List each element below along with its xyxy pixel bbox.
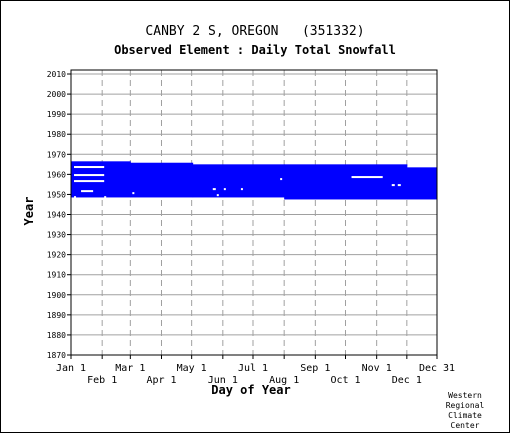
x-tick-label: Mar 1 <box>115 363 145 374</box>
x-tick-label: Jun 1 <box>208 375 238 386</box>
chart-title: CANBY 2 S, OREGON (351332) <box>145 24 365 39</box>
x-tick-label: Oct 1 <box>330 375 360 386</box>
coverage-block <box>284 164 408 200</box>
y-tick-label: 1960 <box>47 170 66 179</box>
x-tick-label: Nov 1 <box>362 363 392 374</box>
x-tick-label: May 1 <box>177 363 207 374</box>
data-gap <box>104 196 107 199</box>
data-gap <box>132 192 135 195</box>
data-gap <box>280 178 283 181</box>
plot-border <box>70 69 438 356</box>
x-tick-label: Dec 1 <box>392 375 422 386</box>
grid-layer <box>71 70 437 356</box>
x-tick-label: Feb 1 <box>87 375 117 386</box>
coverage-block <box>130 162 194 198</box>
data-gap <box>74 180 105 183</box>
y-tick-label: 1870 <box>47 351 66 360</box>
data-layer <box>71 161 438 200</box>
data-gap <box>391 184 395 187</box>
credit-line: Center <box>450 421 480 430</box>
data-gap <box>74 196 77 199</box>
y-tick-label: 1880 <box>47 331 66 340</box>
x-tick-label: Sep 1 <box>300 363 330 374</box>
chart-subtitle: Observed Element : Daily Total Snowfall <box>114 43 396 57</box>
data-gap <box>397 184 401 187</box>
y-tick-label: 1900 <box>47 291 66 300</box>
y-tick-label: 1930 <box>47 231 66 240</box>
data-gap <box>74 174 105 177</box>
y-tick-label: 1970 <box>47 150 66 159</box>
data-gap <box>74 166 105 169</box>
data-gap <box>212 188 216 191</box>
x-tick-label: Dec 31 <box>419 363 455 374</box>
y-tick-label: 1980 <box>47 130 66 139</box>
x-tick-label: Jan 1 <box>56 363 86 374</box>
data-gap <box>240 188 243 191</box>
y-tick-label: 2010 <box>47 70 66 79</box>
data-gap <box>81 190 94 193</box>
credit-text: Western Regional Climate Center <box>435 391 495 431</box>
x-tick-label: Apr 1 <box>146 375 176 386</box>
credit-line: Climate <box>448 411 482 420</box>
credit-line: Western <box>448 391 482 400</box>
coverage-block <box>406 167 438 200</box>
y-tick-label: 1920 <box>47 251 66 260</box>
y-tick-label: 1950 <box>47 190 66 199</box>
x-tick-label: Aug 1 <box>269 375 299 386</box>
axis-layer <box>67 69 438 359</box>
credit-line: Regional <box>445 401 485 410</box>
y-axis-label: Year <box>22 196 36 226</box>
data-gap <box>223 188 226 191</box>
tick-label-layer: 1870 1880 1890 1900 1910 1920 1930 1940 1950 1960… <box>47 70 455 386</box>
y-tick-label: 1910 <box>47 271 66 280</box>
y-tick-label: 1890 <box>47 311 66 320</box>
y-tick-label: 1940 <box>47 211 66 220</box>
x-tick-label: Jul 1 <box>238 363 268 374</box>
coverage-block <box>192 164 285 198</box>
y-tick-label: 1990 <box>47 110 66 119</box>
data-gap <box>351 176 383 179</box>
data-gap <box>216 194 219 197</box>
x-axis-label: Day of Year <box>211 383 291 397</box>
y-tick-label: 2000 <box>47 90 66 99</box>
